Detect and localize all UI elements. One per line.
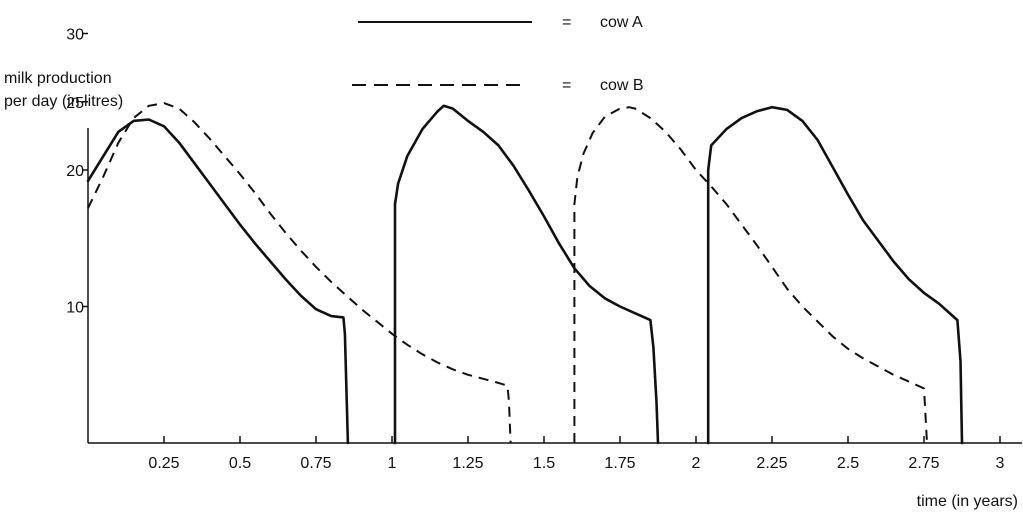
series-cow-b-lactation-2: [573, 106, 928, 444]
y-tick-label-30: 30: [66, 27, 84, 44]
legend-cow-a-equals: =: [562, 14, 571, 31]
y-axis-label-line1: milk production: [4, 70, 112, 87]
x-tick-label-0.5: 0.5: [229, 455, 251, 472]
series-cow-a-lactation-2: [393, 104, 660, 445]
series-cow-b-lactation-1: [87, 102, 512, 444]
x-tick-label-2.25: 2.25: [756, 455, 787, 472]
legend: = cow A = cow B: [352, 14, 644, 94]
y-ticks: 10 20 25 30: [66, 27, 88, 317]
x-tick-label-2.75: 2.75: [908, 455, 939, 472]
y-tick-label-10: 10: [66, 300, 84, 317]
y-tick-label-20: 20: [66, 163, 84, 180]
series-cow-a-lactation-3: [706, 105, 964, 445]
x-tick-label-0.75: 0.75: [300, 455, 331, 472]
series-cow-a-lactation-1: [86, 118, 350, 445]
x-tick-label-0.25: 0.25: [148, 455, 179, 472]
x-axis-label: time (in years): [917, 493, 1018, 510]
legend-cow-b-label: cow B: [600, 77, 644, 94]
x-ticks: 0.25 0.5 0.75 1 1.25 1.5 1.75 2 2.25 2.5 2.75 3: [148, 436, 1005, 472]
series-group: [86, 102, 964, 445]
legend-cow-b-equals: =: [562, 77, 571, 94]
y-axis-label-line2: per day (in litres): [4, 93, 123, 110]
x-tick-label-2: 2: [692, 455, 701, 472]
x-tick-label-1.75: 1.75: [604, 455, 635, 472]
x-tick-label-1.5: 1.5: [533, 455, 555, 472]
legend-cow-a-label: cow A: [600, 14, 643, 31]
x-tick-label-1.25: 1.25: [452, 455, 483, 472]
x-tick-label-2.5: 2.5: [837, 455, 859, 472]
y-tick-label-25: 25: [66, 95, 84, 112]
x-tick-label-1: 1: [388, 455, 397, 472]
x-tick-label-3: 3: [996, 455, 1005, 472]
